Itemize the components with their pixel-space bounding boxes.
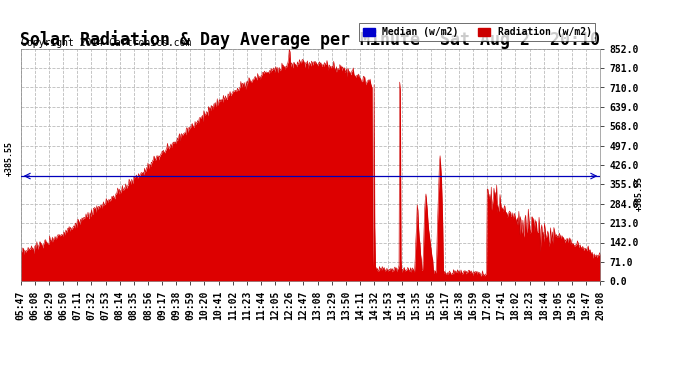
Text: Copyright 2014 Cartronics.com: Copyright 2014 Cartronics.com (21, 38, 192, 48)
Legend: Median (w/m2), Radiation (w/m2): Median (w/m2), Radiation (w/m2) (359, 23, 595, 41)
Title: Solar Radiation & Day Average per Minute  Sat Aug 2  20:10: Solar Radiation & Day Average per Minute… (21, 30, 600, 49)
Text: +385.55: +385.55 (5, 141, 14, 176)
Text: +385.55: +385.55 (635, 176, 644, 211)
